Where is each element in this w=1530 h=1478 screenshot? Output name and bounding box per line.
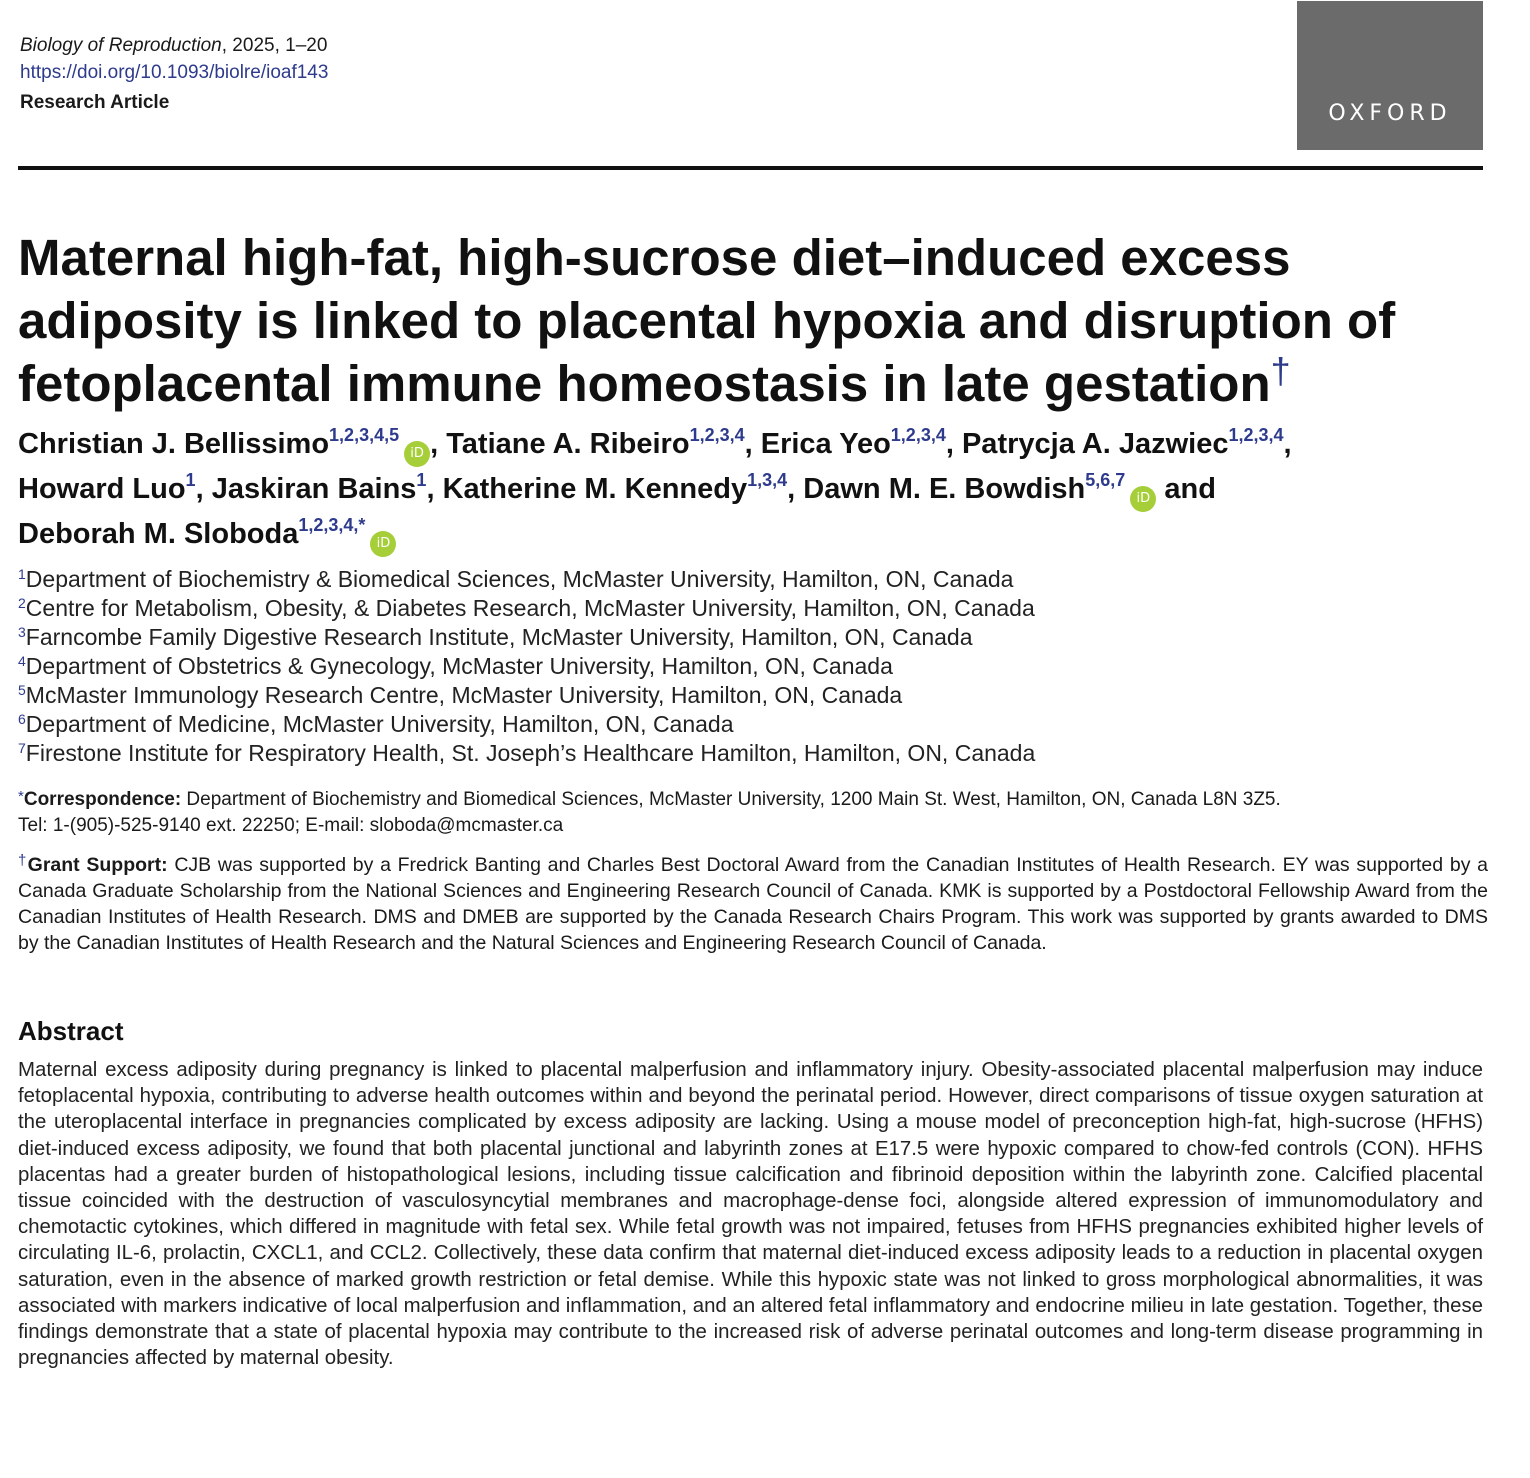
affiliation-number: 4	[18, 653, 26, 669]
journal-name: Biology of Reproduction	[20, 35, 222, 56]
affiliation-number: 6	[18, 711, 26, 727]
affiliation-item: 3Farncombe Family Digestive Research Ins…	[18, 623, 1418, 652]
journal-citation: Biology of Reproduction, 2025, 1–20	[20, 34, 620, 58]
correspondence-contact: Tel: 1-(905)-525-9140 ext. 22250; E-mail…	[18, 815, 564, 836]
affiliation-list: 1Department of Biochemistry & Biomedical…	[18, 565, 1418, 768]
affiliation-item: 4Department of Obstetrics & Gynecology, …	[18, 652, 1418, 681]
author-list: Christian J. Bellissimo1,2,3,4,5iD, Tati…	[18, 422, 1498, 557]
affiliation-item: 1Department of Biochemistry & Biomedical…	[18, 565, 1418, 594]
author-affiliation-refs[interactable]: 1	[185, 470, 196, 490]
affiliation-number: 7	[18, 740, 26, 756]
affiliation-item: 7Firestone Institute for Respiratory Hea…	[18, 739, 1418, 768]
orcid-icon[interactable]: iD	[370, 531, 397, 557]
affiliation-item: 6Department of Medicine, McMaster Univer…	[18, 710, 1418, 739]
author-affiliation-refs[interactable]: 1,2,3,4	[890, 425, 946, 445]
article-type: Research Article	[20, 92, 170, 113]
affiliation-item: 2Centre for Metabolism, Obesity, & Diabe…	[18, 594, 1418, 623]
orcid-icon[interactable]: iD	[1130, 486, 1157, 512]
author-affiliation-refs[interactable]: 5,6,7	[1085, 470, 1126, 490]
author: Patrycja A. Jazwiec1,2,3,4,	[961, 425, 1292, 460]
affiliation-text: Department of Obstetrics & Gynecology, M…	[25, 653, 893, 679]
grant-support-note: †Grant Support: CJB was supported by a F…	[18, 852, 1488, 956]
author: Katherine M. Kennedy1,3,4,	[442, 470, 804, 505]
author-affiliation-refs[interactable]: 1,2,3,4,5	[329, 425, 400, 445]
author-affiliation-refs[interactable]: 1	[416, 470, 427, 490]
affiliation-text: McMaster Immunology Research Centre, McM…	[25, 682, 903, 708]
abstract-heading: Abstract	[18, 1016, 124, 1046]
affiliation-text: Firestone Institute for Respiratory Heal…	[25, 740, 1036, 766]
author-name: Patrycja A. Jazwiec	[961, 428, 1229, 460]
journal-volume-pages: , 2025, 1–20	[221, 35, 328, 56]
oxford-logo: OXFORD	[1297, 1, 1483, 150]
header-divider	[18, 166, 1483, 170]
author-name: Deborah M. Sloboda	[18, 518, 299, 550]
author-affiliation-refs[interactable]: 1,2,3,4	[1228, 425, 1284, 445]
correspondence-mark: *	[18, 788, 24, 805]
affiliation-text: Centre for Metabolism, Obesity, & Diabet…	[25, 595, 1035, 621]
affiliation-text: Farncombe Family Digestive Research Inst…	[25, 624, 973, 650]
affiliation-item: 5McMaster Immunology Research Centre, Mc…	[18, 681, 1418, 710]
grant-text: CJB was supported by a Fredrick Banting …	[18, 854, 1489, 954]
title-footnote-mark[interactable]: †	[1270, 350, 1291, 391]
author-name: Erica Yeo	[760, 428, 891, 460]
affiliation-number: 1	[18, 566, 26, 582]
author: Dawn M. E. Bowdish5,6,7iD and	[803, 470, 1216, 512]
author: Jaskiran Bains1,	[211, 470, 443, 505]
author-name: Dawn M. E. Bowdish	[803, 473, 1086, 505]
author: Howard Luo1,	[18, 470, 212, 505]
author-name: Tatiane A. Ribeiro	[446, 428, 690, 460]
doi-link[interactable]: https://doi.org/10.1093/biolre/ioaf143	[20, 62, 329, 83]
author: Tatiane A. Ribeiro1,2,3,4,	[446, 425, 761, 460]
author-affiliation-refs[interactable]: 1,2,3,4,*	[298, 515, 366, 535]
affiliation-text: Department of Medicine, McMaster Univers…	[25, 711, 734, 737]
journal-header: Biology of Reproduction, 2025, 1–20 http…	[20, 34, 620, 118]
affiliation-number: 5	[18, 682, 26, 698]
author-name: Jaskiran Bains	[211, 473, 417, 505]
author-name: Howard Luo	[18, 473, 186, 505]
author: Deborah M. Sloboda1,2,3,4,*iD	[18, 515, 397, 557]
author: Christian J. Bellissimo1,2,3,4,5iD,	[18, 425, 446, 467]
title-text: Maternal high-fat, high-sucrose diet–ind…	[18, 229, 1396, 412]
author-name: Katherine M. Kennedy	[442, 473, 748, 505]
affiliation-text: Department of Biochemistry & Biomedical …	[25, 566, 1014, 592]
abstract-body: Maternal excess adiposity during pregnan…	[18, 1059, 1483, 1370]
affiliation-number: 3	[18, 624, 26, 640]
correspondence-label: Correspondence:	[23, 789, 182, 810]
grant-label: Grant Support:	[27, 854, 168, 876]
correspondence-address: Department of Biochemistry and Biomedica…	[181, 789, 1281, 810]
correspondence-note: *Correspondence: Department of Biochemis…	[18, 787, 1488, 839]
author-affiliation-refs[interactable]: 1,2,3,4	[689, 425, 745, 445]
author: Erica Yeo1,2,3,4,	[760, 425, 962, 460]
article-title: Maternal high-fat, high-sucrose diet–ind…	[18, 226, 1488, 415]
affiliation-number: 2	[18, 595, 26, 611]
author-name: Christian J. Bellissimo	[18, 428, 330, 460]
author-affiliation-refs[interactable]: 1,3,4	[747, 470, 788, 490]
grant-mark: †	[18, 852, 28, 869]
orcid-icon[interactable]: iD	[404, 441, 431, 467]
